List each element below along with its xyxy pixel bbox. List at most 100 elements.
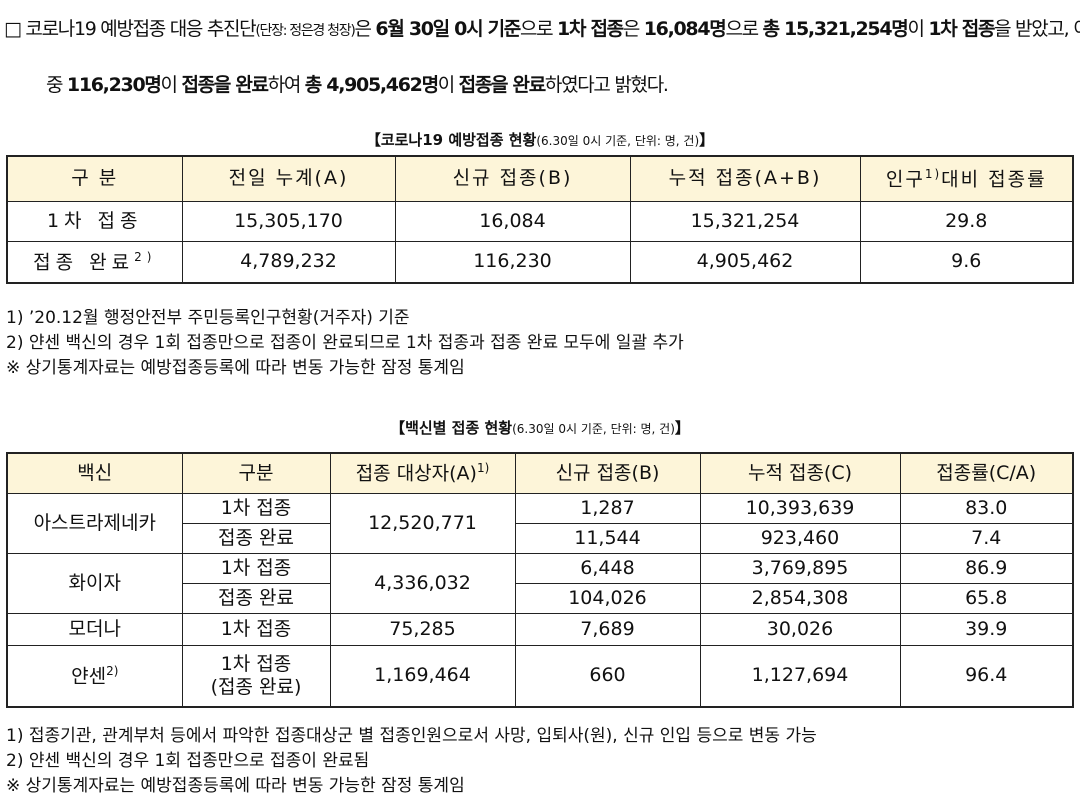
text-segment: (단장: 정은경 청장)	[255, 23, 355, 39]
cell: 구 분	[6, 155, 183, 202]
note: 1) ’20.12월 행정안전부 주민등록인구현황(거주자) 기준	[6, 308, 410, 328]
text-segment: 접종을 완료	[181, 74, 269, 96]
cell: 104,026	[514, 582, 701, 614]
cell: 신규 접종(B)	[394, 155, 631, 202]
text-segment: 으로	[725, 18, 763, 40]
cell: 923,460	[699, 522, 901, 554]
cell: 39.9	[899, 612, 1074, 646]
cell: 4,905,462	[629, 240, 861, 284]
cell: 16,084	[394, 200, 631, 242]
cell: 인구1)대비 접종률	[859, 155, 1074, 202]
table2-notes: 1) 접종기관, 관계부처 등에서 파악한 접종대상군 별 접종인원으로서 사망…	[6, 724, 817, 799]
cell: 29.8	[859, 200, 1074, 242]
cell-text: 대비 접종률	[941, 168, 1047, 191]
superscript: 2)	[134, 249, 157, 264]
text-segment: 6월 30일 0시 기준	[375, 18, 521, 40]
header-row: 백신 구분 접종 대상자(A)1) 신규 접종(B) 누적 접종(C) 접종률(C/A)	[6, 452, 1074, 494]
text-segment: 접종을 완료	[458, 74, 547, 96]
cell: 1차 접종	[6, 200, 183, 242]
superscript: 1)	[476, 461, 490, 476]
cell: 15,305,170	[181, 200, 396, 242]
row: 1차 접종 15,305,170 16,084 15,321,254 29.8	[6, 200, 1074, 242]
cell: 접종 완료	[181, 582, 331, 614]
table2: 백신 구분 접종 대상자(A)1) 신규 접종(B) 누적 접종(C) 접종률(C/A) 아…	[6, 452, 1074, 708]
paragraph-line1: □ 코로나19 예방접종 대응 추진단(단장: 정은경 청장)은 6월 30일 …	[4, 14, 1080, 41]
cell: 백신	[6, 452, 183, 494]
title-note: (6.30일 0시 기준, 단위: 명, 건)	[512, 422, 675, 436]
note: 2) 얀센 백신의 경우 1회 접종만으로 접종이 완료됨	[6, 751, 370, 771]
cell: 75,285	[329, 612, 516, 646]
text-segment: 16,084명	[643, 18, 727, 40]
note: ※ 상기통계자료는 예방접종등록에 따라 변동 가능한 잠정 통계임	[6, 358, 465, 378]
cell-text: 접종 대상자(A)	[355, 462, 477, 485]
cell: 1,127,694	[699, 644, 901, 708]
title-close: 】	[674, 419, 690, 437]
row: 접종 완료 104,026 2,854,308 65.8	[7, 582, 1074, 614]
cell: 86.9	[899, 552, 1074, 584]
cell: 12,520,771	[329, 492, 516, 554]
cell: 1,287	[514, 492, 701, 524]
cell: 접종 완료	[181, 522, 331, 554]
cell: 7.4	[899, 522, 1074, 554]
cell: 6,448	[514, 552, 701, 584]
text-segment: 1차 접종	[557, 18, 624, 40]
row: 접종 완료2) 4,789,232 116,230 4,905,462 9.6	[6, 240, 1074, 284]
cell: 660	[514, 644, 701, 708]
row: 모더나 1차 접종 75,285 7,689 30,026 39.9	[6, 612, 1074, 646]
text-segment: 은	[354, 18, 376, 40]
cell: 화이자	[6, 552, 183, 614]
cell: 아스트라제네카	[6, 492, 183, 554]
cell: 얀센2)	[6, 644, 183, 708]
text-segment: 하였다고 밝혔다.	[544, 74, 669, 96]
text-segment: 1차 접종	[928, 18, 995, 40]
text-segment: 하여	[267, 74, 305, 96]
cell: 신규 접종(B)	[514, 452, 701, 494]
note: 2) 얀센 백신의 경우 1회 접종만으로 접종이 완료되므로 1차 접종과 접…	[6, 333, 684, 353]
row: 화이자 1차 접종 4,336,032 6,448 3,769,895 86.9	[6, 552, 1074, 614]
text-segment: 이	[437, 74, 459, 96]
cell-text: 접종 완료	[33, 251, 135, 274]
text-segment: 총 15,321,254명	[762, 18, 909, 40]
title-main: 【백신별 접종 현황	[390, 419, 513, 437]
cell-text: 인구	[885, 168, 925, 191]
row: 접종 완료 11,544 923,460 7.4	[7, 522, 1074, 554]
title-note: (6.30일 0시 기준, 단위: 명, 건)	[536, 134, 700, 148]
text-segment: 은	[622, 18, 644, 40]
cell: 116,230	[394, 240, 631, 284]
cell: 4,336,032	[329, 552, 516, 614]
cell-line: (접종 완료)	[210, 675, 302, 698]
cell: 10,393,639	[699, 492, 901, 524]
text-segment: 이	[907, 18, 929, 40]
cell: 모더나	[6, 612, 183, 646]
cell: 4,789,232	[181, 240, 396, 284]
note: 1) 접종기관, 관계부처 등에서 파악한 접종대상군 별 접종인원으로서 사망…	[6, 726, 817, 746]
cell: 1차 접종	[181, 552, 331, 584]
row: 얀센2) 1차 접종 (접종 완료) 1,169,464 660 1,127,694 96.…	[6, 644, 1074, 708]
table2-title: 【백신별 접종 현황(6.30일 0시 기준, 단위: 명, 건)】	[0, 417, 1080, 438]
cell: 1차 접종 (접종 완료)	[181, 644, 331, 708]
cell: 접종률(C/A)	[899, 452, 1074, 494]
cell: 1,169,464	[329, 644, 516, 708]
row: 아스트라제네카 1차 접종 12,520,771 1,287 10,393,639 83.…	[6, 492, 1074, 554]
table1-title: 【코로나19 예방접종 현황(6.30일 0시 기준, 단위: 명, 건)】	[0, 129, 1080, 150]
cell: 96.4	[899, 644, 1074, 708]
superscript: 2)	[106, 663, 119, 678]
cell-line: 1차 접종	[220, 652, 292, 675]
text-segment: 총 4,905,462명	[304, 74, 439, 96]
text-segment: 중	[46, 74, 67, 96]
cell: 누적 접종(C)	[699, 452, 901, 494]
text-segment: 을 받았고, 이	[994, 18, 1080, 40]
table1: 구 분 전일 누계(A) 신규 접종(B) 누적 접종(A+B) 인구1)대비 접종률 1…	[6, 155, 1074, 284]
cell: 11,544	[514, 522, 701, 554]
cell: 2,854,308	[699, 582, 901, 614]
cell: 15,321,254	[629, 200, 861, 242]
cell: 83.0	[899, 492, 1074, 524]
cell: 접종 완료2)	[6, 240, 183, 284]
cell: 1차 접종	[181, 492, 331, 524]
text-segment: 이	[160, 74, 182, 96]
header-row: 구 분 전일 누계(A) 신규 접종(B) 누적 접종(A+B) 인구1)대비 접종률	[6, 155, 1074, 202]
note: ※ 상기통계자료는 예방접종등록에 따라 변동 가능한 잠정 통계임	[6, 776, 465, 796]
superscript: 1)	[924, 166, 942, 181]
cell: 3,769,895	[699, 552, 901, 584]
